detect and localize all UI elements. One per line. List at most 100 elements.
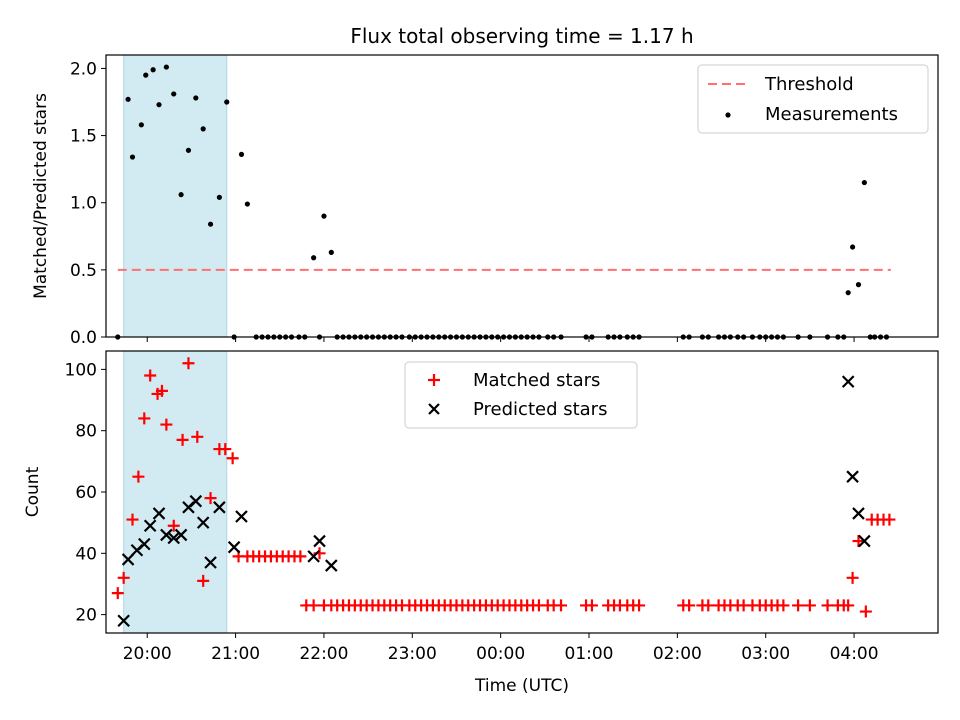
predicted-star-marker bbox=[204, 556, 217, 569]
predicted-star-marker bbox=[235, 510, 248, 523]
bottom-y-tick-label: 100 bbox=[65, 360, 97, 380]
predicted-star-marker bbox=[160, 528, 173, 542]
predicted-star-marker bbox=[189, 494, 203, 508]
bottom-x-axis: 20:00 21:00 22:00 23:00 00:00 01:00 02:00 03:00… bbox=[123, 633, 879, 664]
top-legend-box bbox=[697, 64, 929, 134]
matched-star-marker bbox=[111, 587, 124, 600]
matched-star-marker bbox=[852, 535, 865, 548]
measurement-point bbox=[207, 221, 214, 227]
bottom-shaded-region bbox=[123, 350, 228, 634]
matched-star-marker bbox=[883, 513, 896, 526]
top-y-tick-label: 1.5 bbox=[70, 127, 97, 147]
x-tick-label: 02:00 bbox=[653, 644, 702, 664]
matched-star-marker bbox=[842, 599, 855, 612]
top-y-tick-label: 0.5 bbox=[70, 261, 97, 281]
matched-star-marker bbox=[219, 443, 232, 456]
measurement-point bbox=[129, 154, 136, 160]
measurement-point bbox=[224, 99, 230, 105]
matched-star-marker bbox=[792, 599, 805, 612]
measurement-point bbox=[150, 67, 156, 73]
predicted-star-marker bbox=[117, 614, 130, 628]
legend-threshold-label: Threshold bbox=[764, 74, 854, 95]
matched-star-marker bbox=[126, 513, 139, 526]
matched-star-marker bbox=[585, 599, 598, 612]
matched-star-marker bbox=[821, 599, 834, 612]
legend-measurement-label: Measurements bbox=[765, 104, 898, 125]
bottom-y-tick-label: 40 bbox=[75, 544, 97, 564]
matched-star-marker bbox=[182, 357, 195, 370]
matched-star-marker bbox=[197, 574, 210, 587]
predicted-star-marker bbox=[841, 375, 855, 388]
predicted-star-marker bbox=[313, 534, 326, 548]
predicted-star-marker bbox=[138, 537, 151, 551]
predicted-star-marker bbox=[152, 507, 166, 520]
legend-predicted-label: Predicted stars bbox=[473, 399, 607, 420]
matched-star-marker bbox=[155, 384, 168, 397]
bottom-y-label: Count bbox=[23, 466, 43, 517]
top-y-tick-label: 1.0 bbox=[70, 194, 97, 214]
measurement-point bbox=[216, 194, 222, 200]
matched-star-marker bbox=[803, 599, 816, 612]
matched-star-marker bbox=[777, 599, 790, 612]
measurement-point bbox=[238, 151, 245, 157]
count-points bbox=[111, 357, 896, 628]
legend-matched-label: Matched stars bbox=[473, 370, 600, 391]
bottom-y-tick-label: 80 bbox=[75, 422, 97, 442]
predicted-star-marker bbox=[858, 534, 871, 548]
measurement-point bbox=[200, 126, 206, 132]
measurement-point bbox=[193, 95, 199, 101]
top-panel: 0.00.51.01.52.0 Matched/Predicted stars … bbox=[31, 54, 939, 348]
matched-star-marker bbox=[167, 519, 180, 532]
measurement-point bbox=[861, 179, 867, 186]
measurement-point bbox=[178, 192, 184, 198]
predicted-star-marker bbox=[174, 528, 188, 542]
top-legend: Threshold Measurements bbox=[697, 64, 929, 134]
top-y-tick-label: 2.0 bbox=[70, 59, 97, 79]
matched-star-marker bbox=[160, 418, 173, 431]
matched-star-marker bbox=[859, 605, 872, 618]
predicted-star-marker bbox=[213, 501, 226, 514]
matched-star-marker bbox=[144, 369, 157, 382]
legend-measurement-swatch bbox=[725, 112, 731, 118]
bottom-y-tick-label: 60 bbox=[75, 483, 97, 503]
chart-title: Flux total observing time = 1.17 h bbox=[350, 24, 693, 48]
top-y-axis: 0.0 0.5 1.0 1.5 2.0 bbox=[70, 59, 106, 348]
predicted-star-marker bbox=[307, 550, 320, 563]
legend-predicted-swatch bbox=[428, 403, 440, 415]
bottom-panel: 20 40 60 80 100 20:00 21:00 22:00 23:00 00:00 01:… bbox=[23, 350, 939, 696]
predicted-star-marker bbox=[167, 531, 181, 545]
measurement-point bbox=[171, 91, 177, 97]
matched-star-marker bbox=[204, 492, 217, 505]
x-tick-label: 04:00 bbox=[830, 644, 879, 664]
matched-star-marker bbox=[846, 571, 859, 584]
top-axes-frame bbox=[105, 54, 939, 338]
matched-star-marker bbox=[633, 599, 646, 612]
measurement-point bbox=[185, 147, 192, 153]
matched-star-marker bbox=[191, 430, 204, 443]
matched-star-marker bbox=[702, 599, 715, 612]
predicted-star-marker bbox=[196, 516, 210, 529]
x-tick-label: 01:00 bbox=[565, 644, 614, 664]
legend-matched-swatch bbox=[428, 374, 440, 386]
x-tick-label: 00:00 bbox=[476, 644, 525, 664]
x-axis-label: Time (UTC) bbox=[474, 676, 569, 696]
predicted-star-marker bbox=[325, 559, 338, 572]
matched-star-marker bbox=[683, 599, 696, 612]
bottom-legend-box bbox=[404, 361, 638, 429]
top-shaded-region bbox=[123, 54, 228, 338]
measurement-point bbox=[855, 282, 862, 288]
x-tick-label: 20:00 bbox=[123, 644, 172, 664]
predicted-star-marker bbox=[227, 540, 241, 554]
top-y-label: Matched/Predicted stars bbox=[31, 93, 51, 299]
x-tick-label: 21:00 bbox=[211, 644, 260, 664]
x-tick-label: 22:00 bbox=[299, 644, 348, 664]
matched-star-marker bbox=[132, 470, 145, 483]
measurement-point bbox=[845, 290, 851, 296]
measurement-point bbox=[163, 64, 169, 70]
bottom-legend: Matched stars Predicted stars bbox=[404, 361, 638, 429]
matched-star-marker bbox=[138, 412, 151, 425]
matched-star-marker bbox=[307, 599, 320, 612]
matched-star-marker bbox=[555, 599, 568, 612]
measurement-point bbox=[125, 96, 131, 102]
